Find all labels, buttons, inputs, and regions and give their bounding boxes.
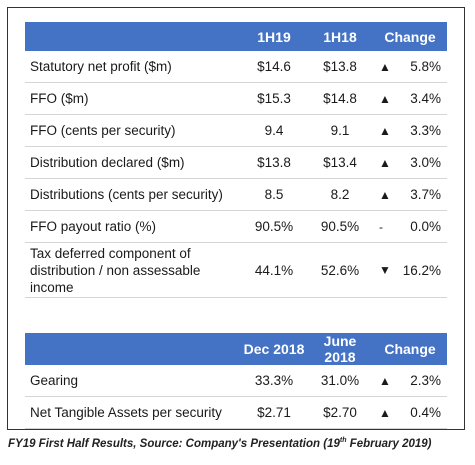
row-label: Net Tangible Assets per security [25, 396, 241, 429]
row-label: Gearing [25, 365, 241, 397]
value-dec-2018: 33.3% [241, 365, 307, 397]
value-dec-2018: $2.71 [241, 396, 307, 429]
header-blank [25, 333, 241, 365]
value-1h18: 8.2 [307, 178, 373, 211]
down-triangle-icon: ▼ [373, 242, 397, 298]
up-triangle-icon: ▲ [373, 396, 397, 429]
up-triangle-icon: ▲ [373, 51, 397, 83]
row-label: FFO ($m) [25, 82, 241, 115]
value-1h18: 90.5% [307, 210, 373, 243]
change-value: 3.7% [397, 178, 447, 211]
row-label: Distributions (cents per security) [25, 178, 241, 211]
balance-sheet-table: Dec 2018 June 2018 Change Gearing 33.3% … [25, 333, 447, 429]
value-1h19: $14.6 [241, 51, 307, 83]
table-header-row: Dec 2018 June 2018 Change [25, 333, 447, 365]
change-value: 0.0% [397, 210, 447, 243]
change-value: 3.0% [397, 146, 447, 179]
up-triangle-icon: ▲ [373, 146, 397, 179]
value-1h18: $13.8 [307, 51, 373, 83]
half-year-results-table: 1H19 1H18 Change Statutory net profit ($… [25, 22, 447, 298]
value-1h19: 90.5% [241, 210, 307, 243]
up-triangle-icon: ▲ [373, 82, 397, 115]
row-label: Tax deferred component of distribution /… [25, 242, 241, 298]
row-label: FFO payout ratio (%) [25, 210, 241, 243]
value-1h19: 9.4 [241, 114, 307, 147]
up-triangle-icon: ▲ [373, 114, 397, 147]
table-row: Statutory net profit ($m) $14.6 $13.8 ▲ … [25, 51, 447, 83]
change-value: 3.3% [397, 114, 447, 147]
up-triangle-icon: ▲ [373, 365, 397, 397]
value-1h19: $13.8 [241, 146, 307, 179]
table-row: FFO payout ratio (%) 90.5% 90.5% - 0.0% [25, 210, 447, 243]
table-row: Net Tangible Assets per security $2.71 $… [25, 396, 447, 429]
value-1h18: $13.4 [307, 146, 373, 179]
table-row: Distribution declared ($m) $13.8 $13.4 ▲… [25, 146, 447, 179]
header-1h19: 1H19 [241, 22, 307, 51]
value-june-2018: $2.70 [307, 396, 373, 429]
header-dec-2018: Dec 2018 [241, 333, 307, 365]
value-june-2018: 31.0% [307, 365, 373, 397]
caption-superscript: th [339, 437, 347, 444]
table-row: Distributions (cents per security) 8.5 8… [25, 178, 447, 211]
dash-icon: - [373, 210, 397, 243]
header-change: Change [373, 333, 447, 365]
row-label: FFO (cents per security) [25, 114, 241, 147]
change-value: 16.2% [397, 242, 447, 298]
value-1h19: $15.3 [241, 82, 307, 115]
change-value: 5.8% [397, 51, 447, 83]
header-change: Change [373, 22, 447, 51]
table-row: FFO (cents per security) 9.4 9.1 ▲ 3.3% [25, 114, 447, 147]
value-1h19: 44.1% [241, 242, 307, 298]
table-header-row: 1H19 1H18 Change [25, 22, 447, 51]
value-1h18: 52.6% [307, 242, 373, 298]
row-label: Distribution declared ($m) [25, 146, 241, 179]
value-1h18: 9.1 [307, 114, 373, 147]
caption-text-end: February 2019) [346, 437, 432, 450]
table-row: Gearing 33.3% 31.0% ▲ 2.3% [25, 365, 447, 397]
value-1h18: $14.8 [307, 82, 373, 115]
header-blank [25, 22, 241, 51]
caption-text: FY19 First Half Results, Source: Company… [8, 437, 340, 450]
row-label: Statutory net profit ($m) [25, 51, 241, 83]
source-caption: FY19 First Half Results, Source: Company… [8, 437, 431, 450]
up-triangle-icon: ▲ [373, 178, 397, 211]
table-row: FFO ($m) $15.3 $14.8 ▲ 3.4% [25, 82, 447, 115]
change-value: 3.4% [397, 82, 447, 115]
header-june-2018: June 2018 [307, 333, 373, 365]
value-1h19: 8.5 [241, 178, 307, 211]
change-value: 2.3% [397, 365, 447, 397]
table-row: Tax deferred component of distribution /… [25, 242, 447, 298]
header-1h18: 1H18 [307, 22, 373, 51]
change-value: 0.4% [397, 396, 447, 429]
